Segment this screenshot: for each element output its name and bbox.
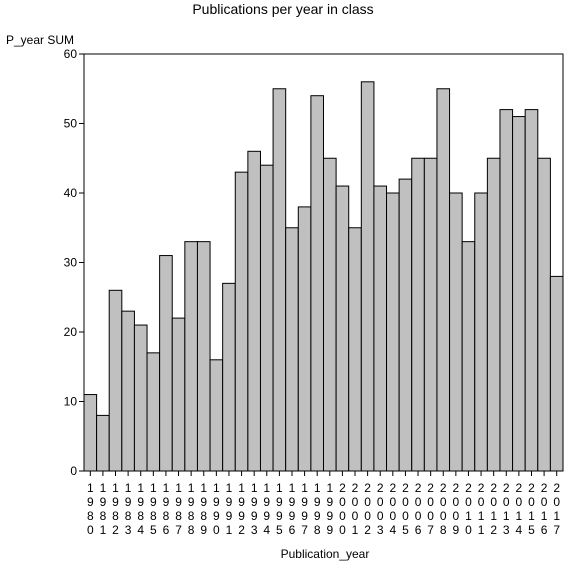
bar-2004 xyxy=(386,192,400,472)
y-tick-label: 30 xyxy=(64,256,78,270)
bar-1986 xyxy=(159,255,173,472)
bar-2009 xyxy=(449,192,463,472)
y-axis-label: P_year SUM xyxy=(6,33,74,47)
bar-1985 xyxy=(146,352,161,472)
bar-2007 xyxy=(423,157,438,472)
bar-2008 xyxy=(436,88,451,472)
bar-2006 xyxy=(411,157,425,472)
bar-1996 xyxy=(285,227,299,472)
y-tick-label: 10 xyxy=(64,395,78,409)
bar-1997 xyxy=(297,206,312,472)
bar-2010 xyxy=(461,241,476,472)
bar-1982 xyxy=(108,289,123,472)
bar-2003 xyxy=(373,185,388,472)
bar-1984 xyxy=(133,324,148,472)
x-axis: 1 9 8 0 1 9 8 1 1 9 8 2 1 9 8 3 1 9 8 4 1 9 8 5 1 9 8 6 1 9 8 7 1 9 8 8 1 9 8 9… xyxy=(87,471,560,537)
bar-1987 xyxy=(171,317,186,472)
bar-2013 xyxy=(499,109,514,472)
bar-1995 xyxy=(272,88,287,472)
bar-2001 xyxy=(348,227,362,472)
bar-2014 xyxy=(512,116,526,472)
bar-1980 xyxy=(83,394,98,472)
bar-2000 xyxy=(335,185,350,472)
bar-1998 xyxy=(310,95,325,472)
bars-group xyxy=(83,81,564,472)
y-axis: 0 10 20 30 40 50 60 xyxy=(64,47,84,478)
plot-frame xyxy=(83,53,564,472)
bar-2017 xyxy=(549,275,564,472)
y-tick-label: 60 xyxy=(64,47,78,61)
bar-1994 xyxy=(259,164,274,472)
x-axis-label: Publication_year xyxy=(281,547,370,561)
bar-2016 xyxy=(537,157,551,472)
bar-2015 xyxy=(524,109,539,472)
bar-1999 xyxy=(323,157,337,472)
bar-2005 xyxy=(398,178,413,472)
y-tick-label: 20 xyxy=(64,325,78,339)
bar-1993 xyxy=(247,150,261,472)
y-tick-label: 40 xyxy=(64,186,78,200)
bar-1992 xyxy=(234,171,249,472)
bar-1983 xyxy=(121,310,135,472)
chart-title: Publications per year in class xyxy=(192,1,373,17)
bar-2002 xyxy=(360,81,375,472)
y-tick-label: 0 xyxy=(70,464,77,478)
bar-1990 xyxy=(209,359,224,472)
bar-1981 xyxy=(96,414,110,472)
bar-1991 xyxy=(222,282,236,472)
bar-2012 xyxy=(486,157,501,472)
bar-1988 xyxy=(184,241,198,472)
bar-2011 xyxy=(474,192,488,472)
y-tick-label: 50 xyxy=(64,117,78,131)
bar-1989 xyxy=(196,241,211,472)
